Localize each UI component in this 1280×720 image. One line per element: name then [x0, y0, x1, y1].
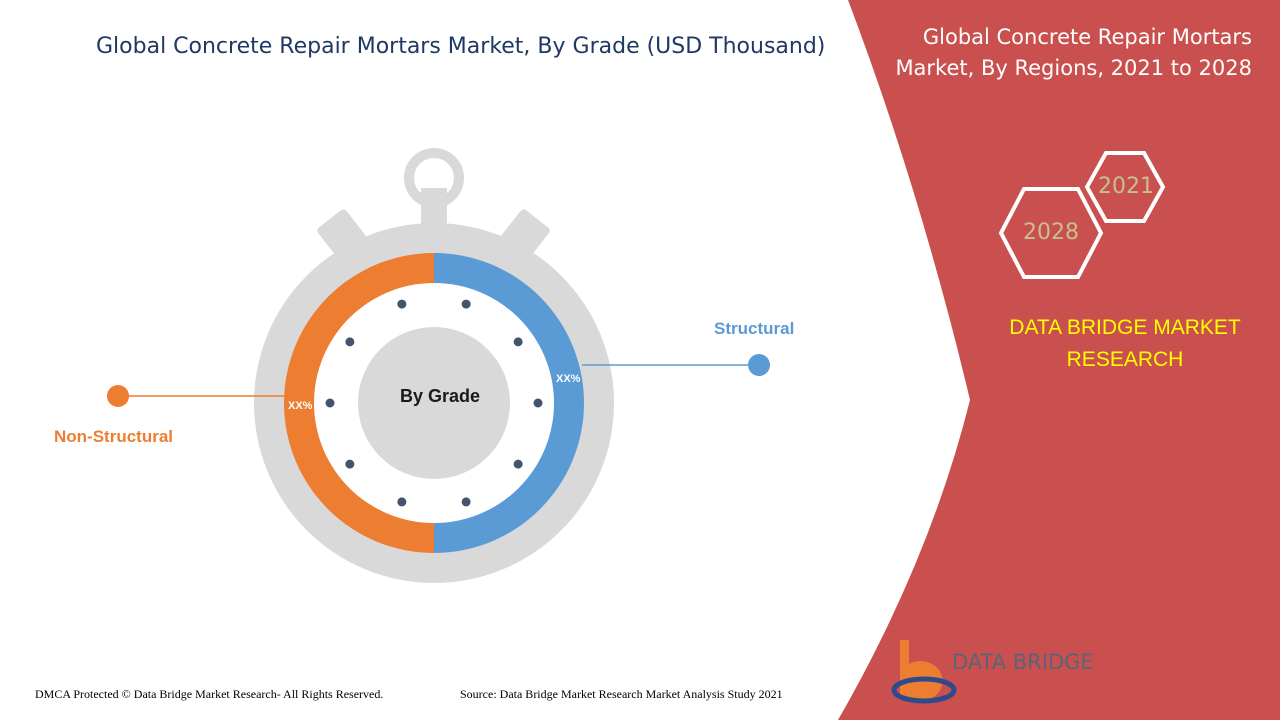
source-footer: Source: Data Bridge Market Research Mark… [460, 687, 783, 701]
structural-percent-label: XX% [556, 373, 581, 385]
dial-dot [345, 459, 355, 469]
year-2028-label: 2028 [1023, 220, 1079, 245]
hexagon-2028 [998, 187, 1104, 279]
center-label: By Grade [399, 386, 481, 406]
data-bridge-logo-icon [891, 640, 957, 704]
dial-dot [397, 299, 407, 309]
logo-text: DATA BRIDGE [952, 650, 1094, 674]
copyright-footer: DMCA Protected © Data Bridge Market Rese… [35, 687, 384, 701]
nonstructural-percent-label: XX% [288, 400, 313, 412]
dial-dot [461, 497, 471, 507]
dial-dot [461, 299, 471, 309]
dial-dot [533, 398, 543, 408]
hexagon-2021 [1084, 151, 1166, 223]
year-2021-label: 2021 [1098, 174, 1154, 199]
brand-text: DATA BRIDGE MARKET RESEARCH [1009, 316, 1241, 371]
center-hub [358, 327, 510, 479]
legend-non-structural: Non-Structural [54, 427, 173, 446]
dial-dot [345, 337, 355, 347]
panel-title: Global Concrete Repair Mortars Market, B… [895, 25, 1252, 80]
stopwatch-ring [404, 148, 464, 208]
structural-leader-dot [748, 354, 770, 376]
dial-dots [325, 299, 543, 507]
dial-dot [513, 337, 523, 347]
nonstructural-leader-dot [107, 385, 129, 407]
dial-dot [513, 459, 523, 469]
red-side-panel [838, 0, 1280, 720]
dial-dot [397, 497, 407, 507]
dial-dot [325, 398, 335, 408]
legend-structural: Structural [714, 319, 795, 338]
chart-title: Global Concrete Repair Mortars Market, B… [96, 34, 826, 59]
